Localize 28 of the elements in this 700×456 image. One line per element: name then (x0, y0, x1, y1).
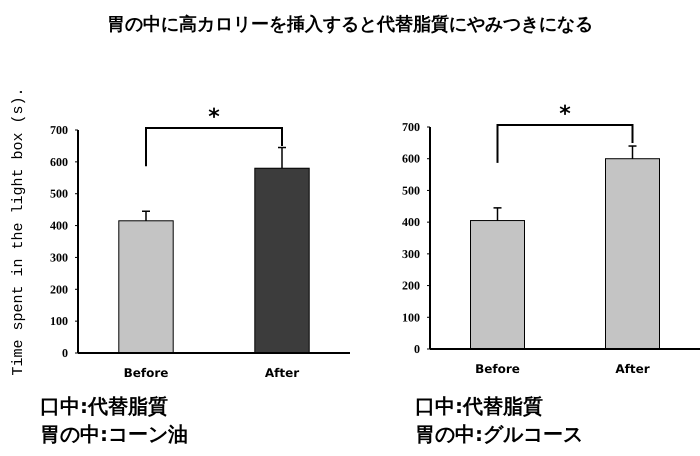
y-tick-label: 500 (50, 186, 68, 201)
y-tick-label: 0 (414, 342, 420, 356)
y-tick-label: 500 (402, 183, 420, 198)
x-tick-label: After (615, 362, 650, 376)
y-tick-label: 600 (402, 152, 420, 166)
x-tick-label: After (264, 366, 300, 380)
y-tick-label: 200 (50, 282, 68, 296)
text: 胃の中:グルコース (415, 422, 583, 446)
y-tick-label: 700 (50, 123, 68, 137)
y-tick-label: 100 (402, 310, 420, 324)
y-tick-label: 300 (50, 250, 68, 264)
y-tick-label: 200 (402, 278, 420, 293)
text: * (559, 102, 572, 127)
y-tick-label: 400 (402, 215, 420, 230)
text: 口中:代替脂質 (415, 394, 543, 418)
x-tick-label: Before (475, 362, 520, 376)
annotation: * (208, 105, 220, 130)
y-tick-label: 600 (50, 154, 68, 169)
y-tick-label: 0 (62, 346, 68, 360)
y-tick-label: 100 (50, 314, 68, 328)
chart-title: 胃の中に高カロリーを挿入すると代替脂質にやみつきになる (107, 14, 593, 35)
y-tick-label: 300 (402, 246, 420, 261)
text: 胃の中:コーン油 (40, 422, 188, 446)
y-tick-label: 400 (50, 218, 68, 233)
y-tick-label: 700 (402, 120, 420, 134)
text: 口中:代替脂質 (40, 394, 168, 418)
x-tick-label: Before (124, 366, 168, 380)
y-axis-title: Time spent in the light box (s). (10, 87, 27, 376)
